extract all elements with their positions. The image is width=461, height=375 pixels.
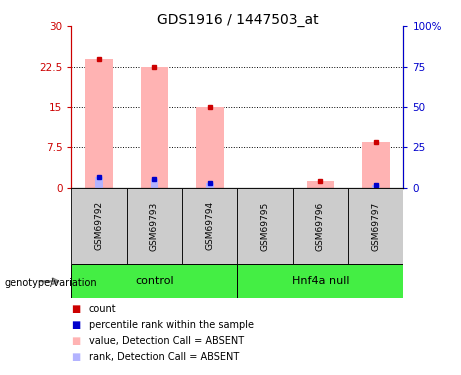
Bar [141,67,168,188]
Bar [307,181,334,188]
Text: Hnf4a null: Hnf4a null [292,276,349,286]
Bar [182,188,237,264]
Text: value, Detection Call = ABSENT: value, Detection Call = ABSENT [89,336,244,346]
Text: GSM69794: GSM69794 [205,201,214,250]
Text: percentile rank within the sample: percentile rank within the sample [89,320,254,330]
Text: ■: ■ [71,352,81,362]
Bar [85,58,113,188]
Bar [293,188,348,264]
Bar [71,264,237,298]
Text: GSM69792: GSM69792 [95,201,104,250]
Bar [362,142,390,188]
Bar [71,188,127,264]
Bar [237,264,403,298]
Bar [95,177,103,188]
Bar [372,185,379,188]
Bar [151,179,158,188]
Bar [237,188,293,264]
Text: control: control [135,276,174,286]
Bar [127,188,182,264]
Bar [196,107,224,188]
Text: GSM69793: GSM69793 [150,201,159,250]
Bar [348,188,403,264]
Bar [206,183,213,188]
Text: ■: ■ [71,304,81,314]
Text: ■: ■ [71,320,81,330]
Text: GDS1916 / 1447503_at: GDS1916 / 1447503_at [157,13,318,27]
Text: GSM69796: GSM69796 [316,201,325,250]
Text: count: count [89,304,117,314]
Text: genotype/variation: genotype/variation [5,278,97,288]
Text: rank, Detection Call = ABSENT: rank, Detection Call = ABSENT [89,352,239,362]
Text: GSM69795: GSM69795 [260,201,270,250]
Text: ■: ■ [71,336,81,346]
Text: GSM69797: GSM69797 [371,201,380,250]
